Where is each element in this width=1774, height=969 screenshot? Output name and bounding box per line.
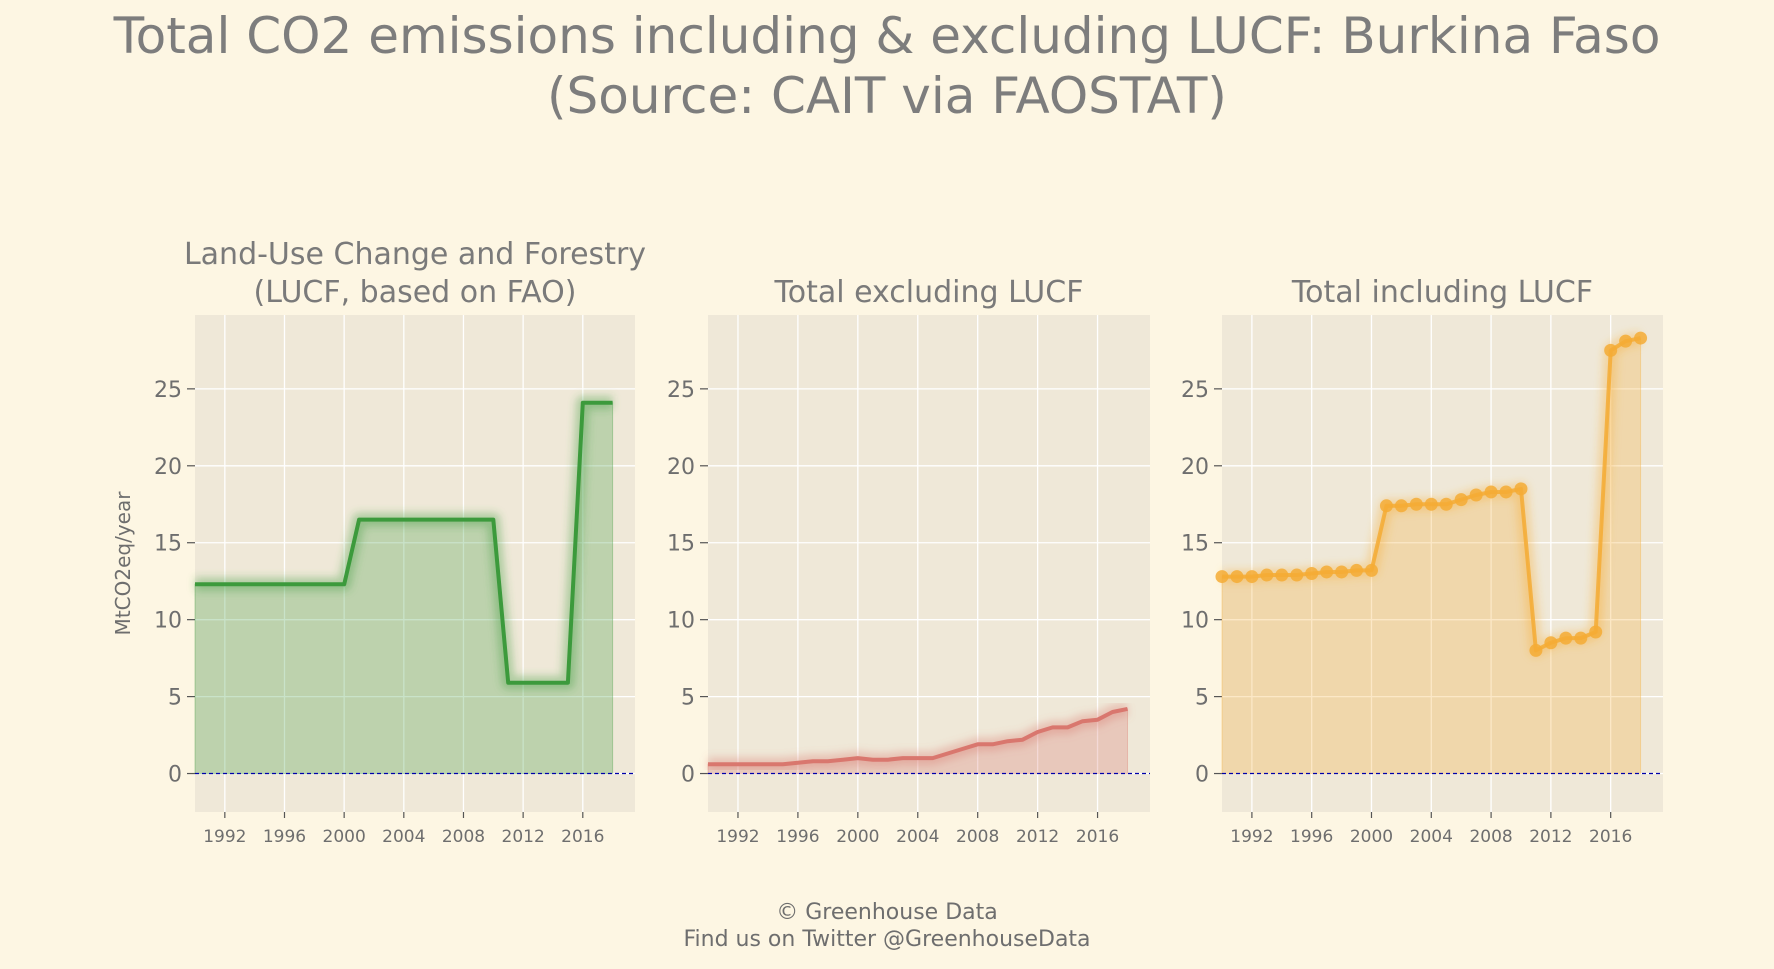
- plot-area: [195, 315, 635, 812]
- data-point: [1260, 568, 1274, 582]
- y-tick-label: 20: [667, 455, 695, 480]
- x-tick-label: 2008: [442, 827, 485, 847]
- data-point: [1394, 499, 1408, 513]
- x-tick-label: 2000: [1350, 827, 1393, 847]
- panel-title-line: (LUCF, based on FAO): [254, 275, 577, 310]
- y-tick-label: 15: [667, 532, 695, 557]
- y-tick-label: 5: [168, 686, 182, 711]
- data-point: [1529, 643, 1543, 657]
- x-tick-label: 2000: [323, 827, 366, 847]
- y-tick-label: 25: [154, 378, 182, 403]
- chart-panel-1: 0 5 10 15 20 25 1992 1996 2000 2004 2008 2012 2016 La…: [111, 237, 646, 847]
- panel-title-line: Land-Use Change and Forestry: [184, 237, 646, 272]
- x-tick-label: 1992: [1230, 827, 1273, 847]
- panel-title-line: Total including LUCF: [1291, 275, 1593, 310]
- x-tick-label: 1992: [203, 827, 246, 847]
- data-point: [1305, 567, 1319, 581]
- y-tick-label: 10: [667, 609, 695, 634]
- x-tick-label: 2012: [1529, 827, 1572, 847]
- x-tick-label: 1992: [716, 827, 759, 847]
- x-tick-label: 2016: [561, 827, 604, 847]
- data-point: [1499, 485, 1513, 499]
- data-point: [1454, 493, 1468, 507]
- x-tick-label: 2008: [956, 827, 999, 847]
- x-tick-label: 2008: [1469, 827, 1512, 847]
- plot-area: [1222, 315, 1663, 812]
- chart-panel-2: 0 5 10 15 20 25 1992 1996 2000 2004 2008 2012 2016 To…: [667, 275, 1150, 847]
- x-tick-label: 2004: [382, 827, 425, 847]
- y-tick-label: 0: [1195, 763, 1209, 788]
- chart-panel-3: 0 5 10 15 20 25 1992 1996 2000 2004 2008 2012 2016 To…: [1181, 275, 1663, 847]
- data-point: [1574, 631, 1588, 645]
- x-tick-label: 2004: [1410, 827, 1453, 847]
- series-line: [708, 706, 1128, 767]
- data-point: [1619, 334, 1633, 348]
- data-point: [1320, 565, 1334, 579]
- main-title-line-2: (Source: CAIT via FAOSTAT): [547, 67, 1227, 125]
- data-point: [1634, 331, 1648, 345]
- data-point: [1409, 497, 1423, 511]
- main-title-line-1: Total CO2 emissions including & excludin…: [113, 7, 1661, 65]
- y-tick-label: 0: [168, 763, 182, 788]
- data-point: [1424, 497, 1438, 511]
- data-point: [1230, 570, 1244, 584]
- chart-main-title: Total CO2 emissions including & excludin…: [0, 6, 1774, 126]
- data-point: [1514, 482, 1528, 496]
- y-tick-label: 20: [1181, 455, 1209, 480]
- data-point: [1350, 563, 1364, 577]
- y-tick-label: 5: [681, 686, 695, 711]
- y-tick-label: 25: [667, 378, 695, 403]
- data-point: [1559, 631, 1573, 645]
- data-point: [1290, 568, 1304, 582]
- y-tick-label: 0: [681, 763, 695, 788]
- y-tick-label: 10: [154, 609, 182, 634]
- x-tick-label: 2012: [502, 827, 545, 847]
- y-axis-label: MtCO2eq/year: [111, 491, 135, 636]
- x-tick-label: 2012: [1016, 827, 1059, 847]
- footer-copyright: © Greenhouse Data: [776, 900, 998, 925]
- y-tick-label: 5: [1195, 686, 1209, 711]
- x-tick-label: 2016: [1589, 827, 1632, 847]
- data-point: [1604, 343, 1618, 357]
- footer-twitter: Find us on Twitter @GreenhouseData: [683, 927, 1091, 952]
- data-point: [1469, 488, 1483, 502]
- x-tick-label: 1996: [1290, 827, 1333, 847]
- x-tick-label: 2004: [896, 827, 939, 847]
- data-point: [1544, 636, 1558, 650]
- panel-title-line: Total excluding LUCF: [774, 275, 1084, 310]
- data-point: [1364, 563, 1378, 577]
- y-tick-label: 15: [1181, 532, 1209, 557]
- data-point: [1589, 625, 1603, 639]
- data-point: [1484, 485, 1498, 499]
- data-point: [1379, 499, 1393, 513]
- data-point: [1439, 497, 1453, 511]
- y-tick-label: 25: [1181, 378, 1209, 403]
- x-tick-label: 1996: [776, 827, 819, 847]
- data-point: [1245, 570, 1259, 584]
- y-tick-label: 20: [154, 455, 182, 480]
- x-tick-label: 2016: [1076, 827, 1119, 847]
- data-point: [1335, 565, 1349, 579]
- series-line: [195, 400, 613, 685]
- y-tick-label: 15: [154, 532, 182, 557]
- x-tick-label: 1996: [263, 827, 306, 847]
- x-tick-label: 2000: [836, 827, 879, 847]
- data-point: [1275, 568, 1289, 582]
- y-tick-label: 10: [1181, 609, 1209, 634]
- data-point: [1215, 570, 1229, 584]
